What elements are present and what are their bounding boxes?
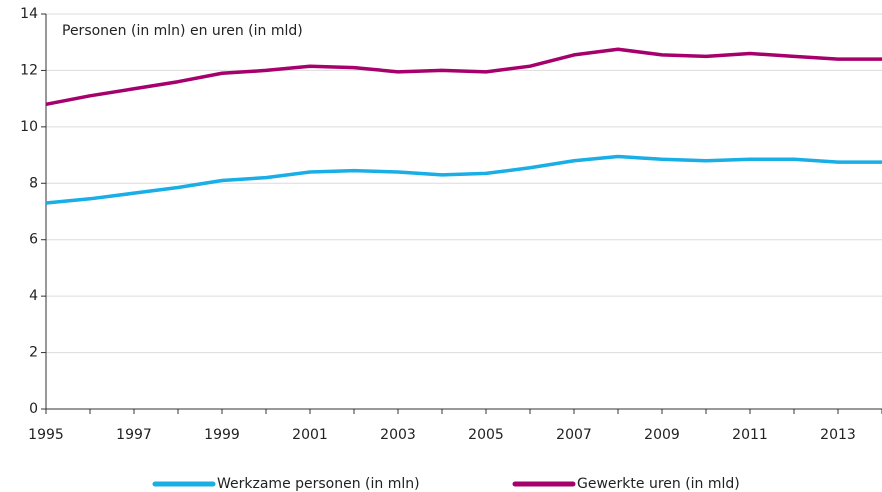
series-line — [45, 47, 882, 107]
y-tick-label: 4 — [29, 288, 38, 304]
x-tick-label: 2003 — [380, 427, 416, 443]
legend-label: Gewerkte uren (in mld) — [577, 476, 740, 492]
x-tick-label: 2005 — [468, 427, 504, 443]
y-tick-label: 8 — [29, 175, 38, 191]
x-tick-label: 1995 — [28, 427, 64, 443]
legend-label: Werkzame personen (in mln) — [217, 476, 420, 492]
x-tick-label: 2013 — [820, 427, 856, 443]
series-line — [45, 154, 882, 205]
x-tick-label: 1997 — [116, 427, 152, 443]
y-tick-label: 10 — [20, 119, 38, 135]
y-tick-label: 12 — [20, 62, 38, 78]
y-axis-label: Personen (in mln) en uren (in mld) — [62, 23, 303, 39]
y-tick-label: 0 — [29, 401, 38, 417]
x-tick-label: 2011 — [732, 427, 768, 443]
x-tick-label: 2009 — [644, 427, 680, 443]
x-tick-label: 2007 — [556, 427, 592, 443]
x-tick-label: 1999 — [204, 427, 240, 443]
y-tick-label: 14 — [20, 6, 38, 22]
y-tick-label: 2 — [29, 345, 38, 361]
x-tick-label: 2001 — [292, 427, 328, 443]
y-tick-label: 6 — [29, 232, 38, 248]
